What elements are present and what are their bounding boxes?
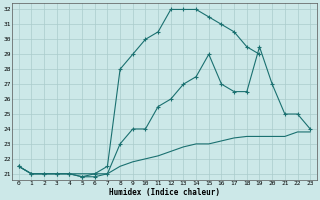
X-axis label: Humidex (Indice chaleur): Humidex (Indice chaleur): [109, 188, 220, 197]
